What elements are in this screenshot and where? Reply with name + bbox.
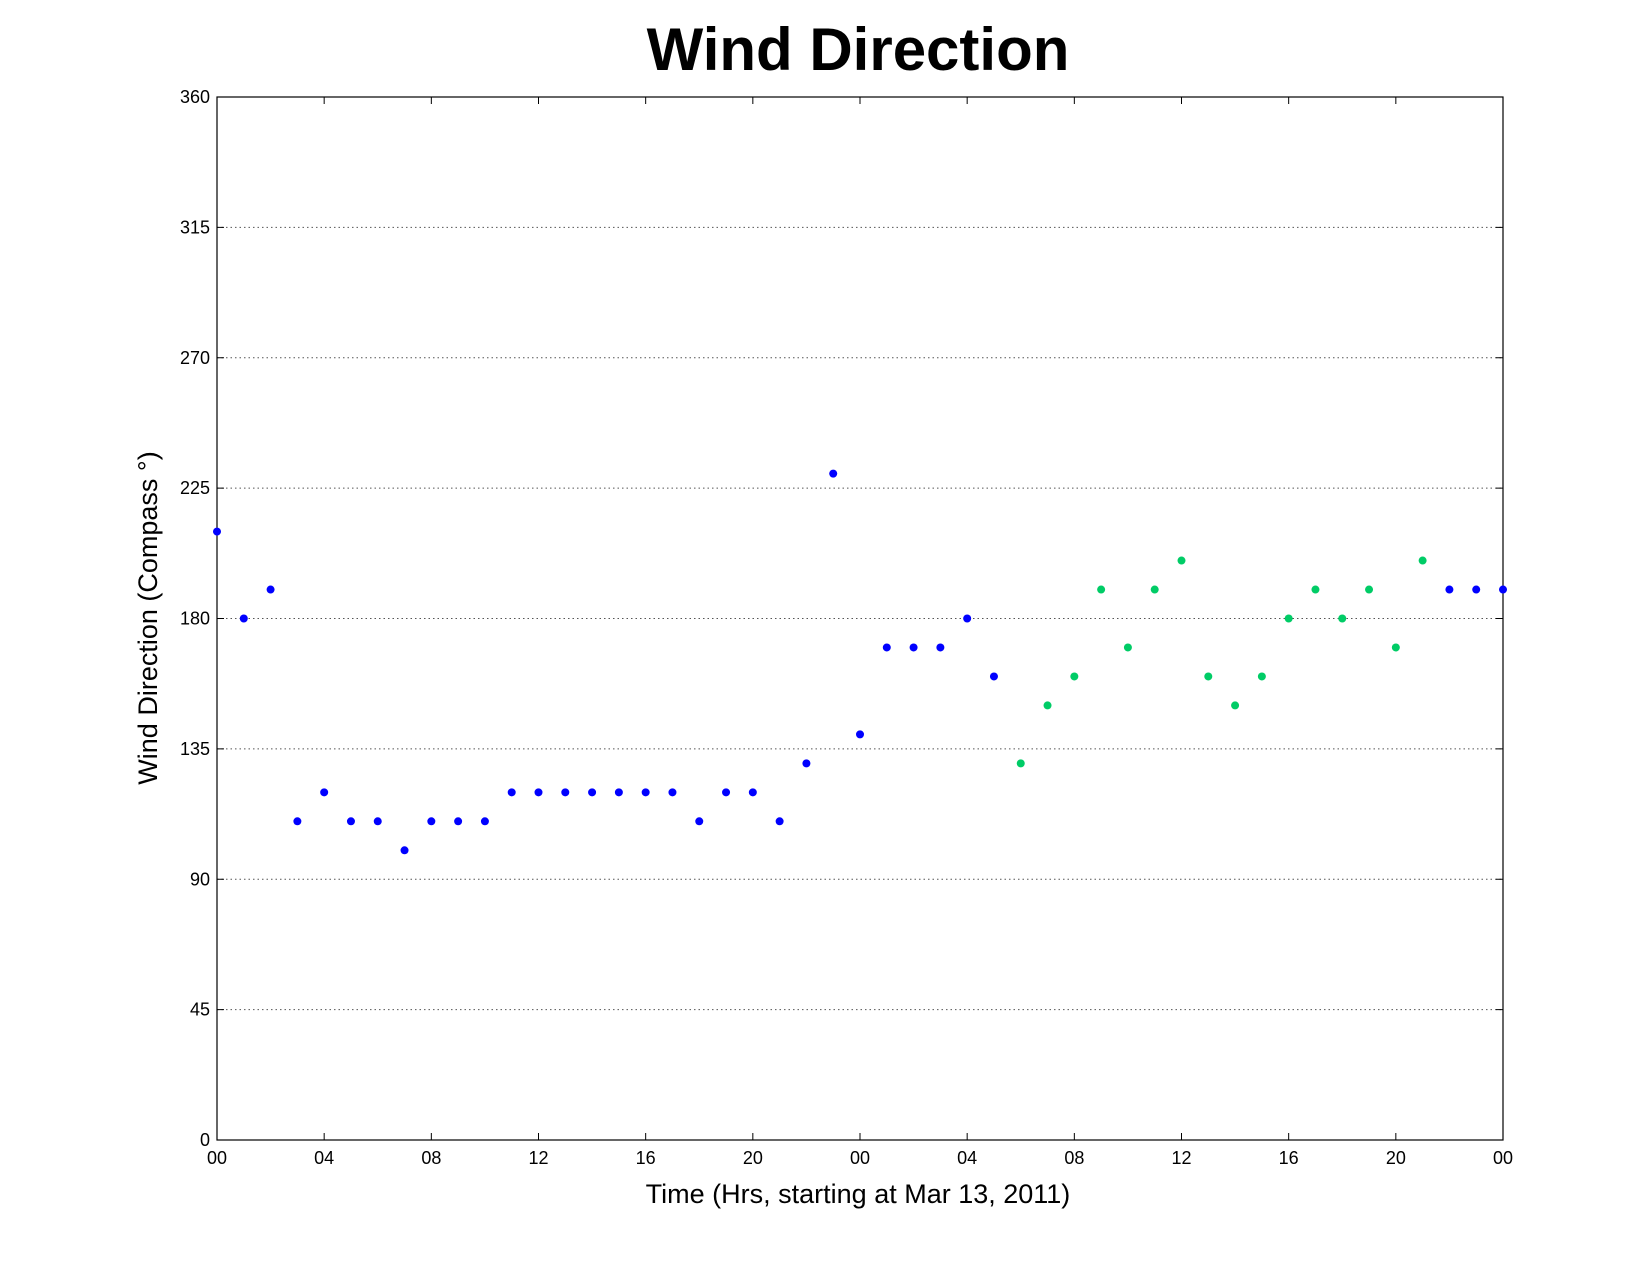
y-tick-label: 45 (190, 1000, 210, 1020)
data-point-series-1 (829, 469, 838, 478)
y-tick-label: 0 (200, 1130, 210, 1150)
data-point-series-1 (239, 614, 248, 623)
y-tick-label: 360 (180, 87, 210, 107)
data-point-series-2 (1391, 643, 1400, 652)
data-point-series-1 (213, 527, 221, 536)
x-tick-label: 08 (1064, 1148, 1084, 1168)
x-tick-label: 16 (1279, 1148, 1299, 1168)
x-tick-label: 00 (207, 1148, 227, 1168)
data-point-series-2 (1365, 585, 1374, 594)
data-point-series-1 (1499, 585, 1507, 594)
data-point-series-1 (454, 817, 463, 826)
data-point-series-2 (1418, 556, 1427, 565)
data-point-series-1 (507, 788, 516, 797)
x-tick-label: 12 (1171, 1148, 1191, 1168)
data-point-series-2 (1338, 614, 1347, 623)
data-point-series-2 (1097, 585, 1106, 594)
data-points (213, 469, 1507, 855)
data-point-series-1 (775, 817, 784, 826)
data-point-series-1 (856, 730, 864, 739)
y-tick-label: 90 (190, 869, 210, 889)
data-point-series-2 (1043, 701, 1052, 710)
data-point-series-2 (1311, 585, 1320, 594)
data-point-series-1 (695, 817, 704, 826)
x-tick-label: 00 (850, 1148, 870, 1168)
data-point-series-1 (480, 817, 489, 826)
data-point-series-1 (989, 672, 998, 681)
data-point-series-1 (936, 643, 945, 652)
data-point-series-2 (1016, 759, 1025, 768)
data-point-series-1 (1472, 585, 1481, 594)
data-point-series-1 (614, 788, 623, 797)
data-point-series-1 (668, 788, 677, 797)
y-tick-label: 270 (180, 348, 210, 368)
data-point-series-1 (427, 817, 436, 826)
x-axis-label: Time (Hrs, starting at Mar 13, 2011) (646, 1179, 1071, 1209)
data-point-series-1 (1445, 585, 1454, 594)
x-tick-label: 04 (314, 1148, 334, 1168)
chart-title: Wind Direction (647, 16, 1070, 83)
x-tick-label: 20 (743, 1148, 763, 1168)
data-point-series-2 (1150, 585, 1159, 594)
data-point-series-1 (748, 788, 757, 797)
data-point-series-1 (320, 788, 329, 797)
data-point-series-1 (909, 643, 918, 652)
data-point-series-1 (534, 788, 543, 797)
data-point-series-1 (373, 817, 382, 826)
x-tick-label: 16 (636, 1148, 656, 1168)
x-tick-label: 08 (421, 1148, 441, 1168)
x-tick-label: 00 (1493, 1148, 1513, 1168)
x-tick-label: 04 (957, 1148, 977, 1168)
data-point-series-1 (882, 643, 891, 652)
y-tick-label: 315 (180, 217, 210, 237)
axis-ticks: 0 45 90 135 180 225 270 315 360 00 04 08 12 16 20 00 04 0… (180, 87, 1513, 1168)
data-point-series-2 (1257, 672, 1266, 681)
x-tick-label: 20 (1386, 1148, 1406, 1168)
data-point-series-2 (1070, 672, 1079, 681)
plot-frame (216, 96, 1504, 1141)
data-point-series-2 (1177, 556, 1186, 565)
data-point-series-1 (588, 788, 597, 797)
data-point-series-1 (641, 788, 650, 797)
grid-lines (217, 226, 1503, 1011)
data-point-series-2 (1231, 701, 1240, 710)
y-tick-label: 180 (180, 609, 210, 629)
data-point-series-1 (722, 788, 731, 797)
y-axis-label: Wind Direction (Compass °) (133, 451, 163, 784)
data-point-series-1 (346, 817, 355, 826)
data-point-series-1 (802, 759, 811, 768)
data-point-series-2 (1204, 672, 1213, 681)
data-point-series-1 (561, 788, 570, 797)
data-point-series-1 (266, 585, 275, 594)
x-tick-label: 12 (528, 1148, 548, 1168)
data-point-series-1 (963, 614, 972, 623)
y-tick-label: 135 (180, 739, 210, 759)
data-point-series-2 (1123, 643, 1132, 652)
data-point-series-1 (400, 846, 409, 855)
data-point-series-1 (293, 817, 302, 826)
data-point-series-2 (1284, 614, 1293, 623)
y-tick-label: 225 (180, 478, 210, 498)
